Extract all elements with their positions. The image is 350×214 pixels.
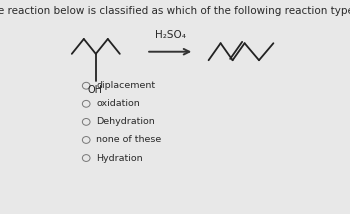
Text: The reaction below is classified as which of the following reaction types?: The reaction below is classified as whic…: [0, 6, 350, 16]
Text: none of these: none of these: [96, 135, 161, 144]
Text: diplacement: diplacement: [96, 81, 155, 90]
Text: oxidation: oxidation: [96, 99, 140, 108]
Text: Hydration: Hydration: [96, 153, 143, 162]
Text: Dehydration: Dehydration: [96, 117, 155, 126]
Text: OH: OH: [87, 85, 102, 95]
Text: H₂SO₄: H₂SO₄: [155, 30, 186, 40]
